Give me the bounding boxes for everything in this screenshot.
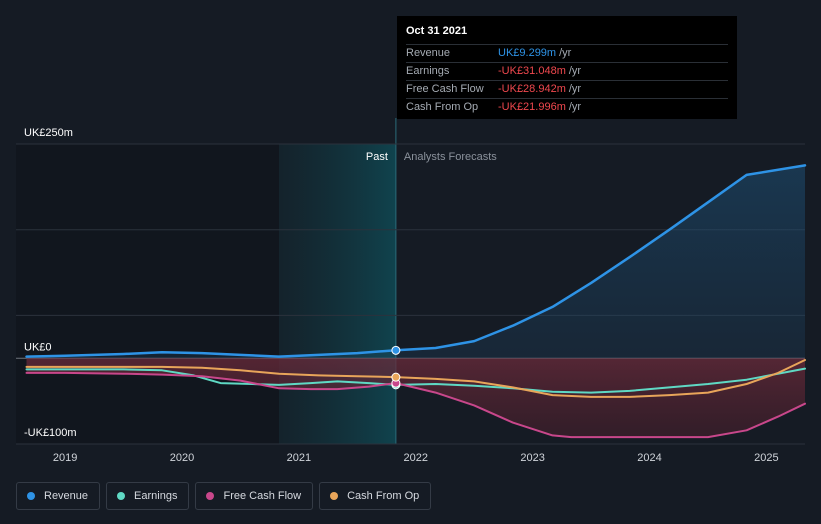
legend-label: Cash From Op (347, 490, 420, 502)
past-region-label: Past (366, 151, 388, 163)
x-tick-label: 2025 (754, 452, 778, 464)
tooltip-row-value: -UK£31.048m (498, 65, 566, 77)
x-tick-label: 2020 (170, 452, 194, 464)
tooltip-row-name: Earnings (406, 65, 450, 77)
tooltip-rows: Revenue UK£9.299m/yr Earnings -UK£31.048m/y… (406, 44, 728, 116)
history-zone (16, 144, 279, 444)
tooltip-date: Oct 31 2021 (406, 25, 468, 37)
y-tick-label: UK£250m (24, 127, 73, 139)
tooltip-row-value: UK£9.299m (498, 47, 557, 59)
tooltip-row: Earnings -UK£31.048m/yr (406, 62, 728, 80)
x-tick-label: 2023 (520, 452, 544, 464)
legend-item-cash-from-op[interactable]: Cash From Op (319, 482, 432, 510)
series-line-cash-from-op (25, 359, 806, 398)
revenue-area (26, 165, 805, 359)
tooltip-row-name: Free Cash Flow (406, 83, 484, 95)
legend-label: Free Cash Flow (223, 490, 302, 502)
legend-label: Revenue (44, 490, 89, 502)
tooltip-row-value: -UK£28.942m (498, 83, 566, 95)
legend-dot-icon (206, 492, 215, 500)
series-line-revenue (25, 164, 807, 358)
legend-dot-icon (330, 492, 339, 500)
forecast-region-label: Analysts Forecasts (404, 151, 497, 163)
y-tick-label: -UK£100m (24, 427, 77, 439)
legend-dot-icon (27, 492, 35, 500)
marker-cash-from-op (391, 372, 401, 382)
tooltip-row-unit: /yr (559, 47, 572, 59)
tooltip-row-unit: /yr (568, 101, 582, 113)
hover-markers (391, 345, 401, 390)
x-tick-label: 2019 (53, 452, 77, 464)
legend-item-free-cash-flow[interactable]: Free Cash Flow (195, 482, 314, 510)
marker-revenue (391, 345, 401, 355)
x-tick-label: 2022 (404, 452, 428, 464)
tooltip-row: Free Cash Flow -UK£28.942m/yr (406, 80, 728, 98)
tooltip-row-name: Cash From Op (406, 101, 479, 113)
tooltip-row-unit: /yr (568, 83, 582, 95)
chart-background (16, 118, 397, 444)
axis-labels: UK£250m UK£0 -UK£100m 2019 2020 2021 2022 2023 2… (24, 127, 779, 464)
x-tick-label: 2021 (287, 452, 311, 464)
legend-dot-icon (117, 492, 126, 500)
hover-tooltip: Oct 31 2021 Revenue UK£9.299m/yr Earnings -… (397, 16, 737, 119)
series-line-free-cash-flow (25, 371, 806, 439)
y-tick-label: UK£0 (24, 341, 52, 353)
x-tick-label: 2024 (637, 452, 661, 464)
series-lines (25, 164, 807, 439)
tooltip-row: Cash From Op -UK£21.996m/yr (406, 98, 728, 116)
tooltip-row-unit: /yr (568, 65, 582, 77)
legend-label: Earnings (134, 490, 178, 502)
chart-legend: Revenue Earnings Free Cash Flow Cash From O… (16, 482, 432, 510)
legend-item-revenue[interactable]: Revenue (16, 482, 101, 510)
tooltip-row-name: Revenue (406, 47, 451, 59)
past-highlight-zone (279, 144, 396, 444)
legend-item-earnings[interactable]: Earnings (106, 482, 190, 510)
tooltip-row: Revenue UK£9.299m/yr (406, 44, 728, 62)
tooltip-row-value: -UK£21.996m (498, 101, 566, 113)
